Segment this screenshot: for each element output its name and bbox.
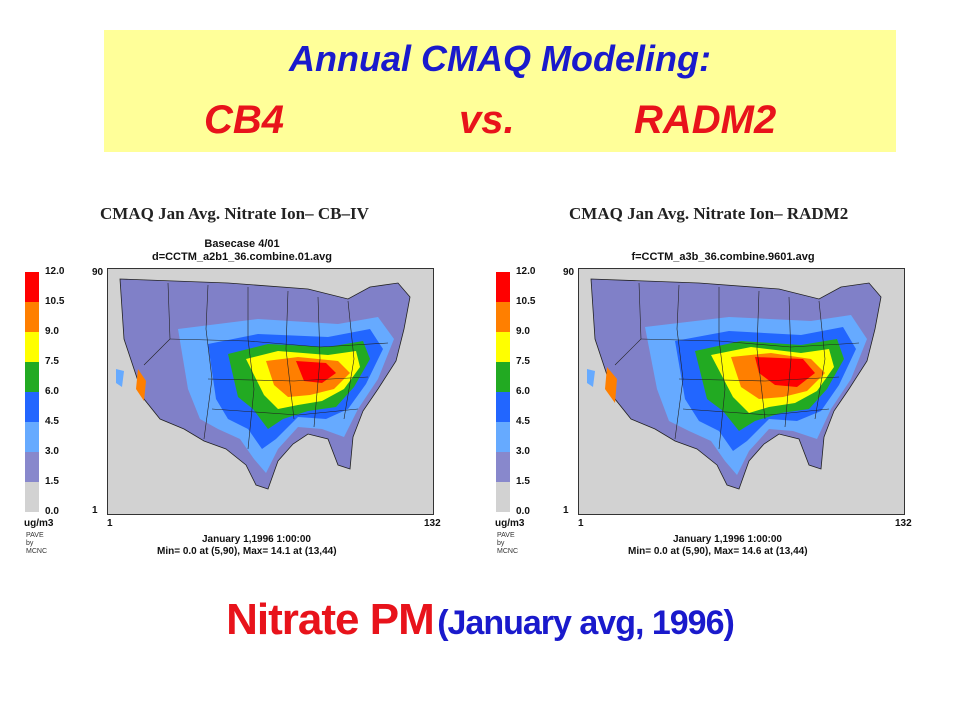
y-axis-top: 90 — [563, 267, 575, 278]
title-cb4: CB4 — [204, 98, 285, 142]
legend-label: 3.0 — [516, 446, 530, 457]
panel-subtitle-1: Basecase 4/01 — [204, 238, 280, 250]
legend-label: 6.0 — [516, 386, 530, 397]
pave-logo: PAVE by MCNC — [497, 532, 518, 555]
legend-label: 12.0 — [45, 266, 65, 277]
legend-label: 9.0 — [45, 326, 59, 337]
legend-label: 3.0 — [45, 446, 59, 457]
caption-main: Nitrate PM — [226, 595, 435, 644]
x-axis-right: 132 — [895, 518, 912, 529]
legend-label: 9.0 — [516, 326, 530, 337]
legend-label: 6.0 — [45, 386, 59, 397]
legend-label: 1.5 — [516, 476, 530, 487]
title-vs: vs. — [459, 98, 515, 142]
panel-title: CMAQ Jan Avg. Nitrate Ion– RADM2 — [569, 204, 849, 223]
legend-unit: ug/m3 — [24, 518, 54, 529]
legend-unit: ug/m3 — [495, 518, 525, 529]
legend-label: 0.0 — [516, 506, 530, 517]
legend-label: 4.5 — [45, 416, 59, 427]
panel-title: CMAQ Jan Avg. Nitrate Ion– CB–IV — [100, 204, 369, 223]
map-minmax: Min= 0.0 at (5,90), Max= 14.6 at (13,44) — [628, 546, 808, 557]
map-date: January 1,1996 1:00:00 — [202, 534, 311, 545]
legend-label: 7.5 — [516, 356, 530, 367]
legend-label: 1.5 — [45, 476, 59, 487]
map-date: January 1,1996 1:00:00 — [673, 534, 782, 545]
pave-logo: PAVE by MCNC — [26, 532, 47, 555]
panel-subtitle-2: f=CCTM_a3b_36.combine.9601.avg — [631, 251, 815, 263]
y-axis-bottom: 1 — [92, 505, 98, 516]
color-legend — [25, 272, 39, 512]
x-axis-left: 1 — [107, 518, 113, 529]
y-axis-bottom: 1 — [563, 505, 569, 516]
legend-label: 4.5 — [516, 416, 530, 427]
legend-label: 0.0 — [45, 506, 59, 517]
y-axis-top: 90 — [92, 267, 104, 278]
color-legend — [496, 272, 510, 512]
nitrate-map — [107, 268, 434, 515]
title-radm2: RADM2 — [634, 98, 777, 142]
title-banner: Annual CMAQ Modeling: CB4 vs. RADM2 — [104, 30, 896, 152]
x-axis-left: 1 — [578, 518, 584, 529]
legend-label: 10.5 — [45, 296, 65, 307]
slide-title: Annual CMAQ Modeling: — [289, 38, 711, 79]
panel-subtitle-2: d=CCTM_a2b1_36.combine.01.avg — [151, 251, 333, 263]
caption: Nitrate PM (January avg, 1996) — [0, 595, 960, 645]
map-panel-cb4: CMAQ Jan Avg. Nitrate Ion– CB–IV Basecas… — [12, 200, 452, 570]
map-panel-radm2: CMAQ Jan Avg. Nitrate Ion– RADM2 f=CCTM_… — [483, 200, 923, 570]
caption-paren: (January avg, 1996) — [437, 604, 735, 642]
map-minmax: Min= 0.0 at (5,90), Max= 14.1 at (13,44) — [157, 546, 337, 557]
x-axis-right: 132 — [424, 518, 441, 529]
legend-label: 10.5 — [516, 296, 536, 307]
legend-label: 12.0 — [516, 266, 536, 277]
legend-label: 7.5 — [45, 356, 59, 367]
nitrate-map — [578, 268, 905, 515]
